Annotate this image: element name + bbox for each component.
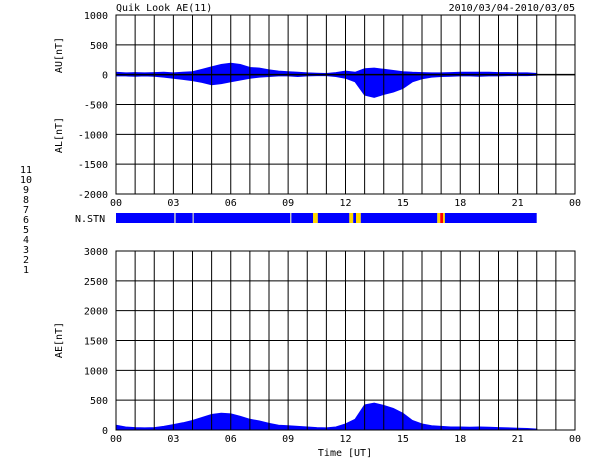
station-panel-label: N.STN xyxy=(75,214,105,225)
date-range: 2010/03/04-2010/03/05 xyxy=(449,3,575,14)
ae-y-ticks: 3000 2500 2000 1500 1000 500 0 xyxy=(84,247,108,437)
ae-frame xyxy=(115,250,576,431)
y-tick-label: 2500 xyxy=(84,277,108,288)
y-tick-label: 1000 xyxy=(84,366,108,377)
au-al-grid xyxy=(116,14,575,195)
y-tick-label: -2000 xyxy=(78,190,108,201)
station-count-entry: 10 xyxy=(20,175,32,186)
series-au xyxy=(115,62,538,76)
y-tick-label: 3000 xyxy=(84,247,108,258)
ae-series-area xyxy=(115,402,538,431)
x-tick-label: 06 xyxy=(225,434,237,445)
station-segment xyxy=(175,213,193,223)
y-tick-label: 0 xyxy=(102,426,108,437)
ae-axis-label: AE[nT] xyxy=(54,322,65,358)
station-count-entry: 1 xyxy=(23,265,29,276)
x-axis-label: Time [UT] xyxy=(318,448,372,459)
station-count-entry: 3 xyxy=(23,245,29,256)
station-count-entry: 2 xyxy=(23,255,29,266)
station-segment xyxy=(353,213,357,223)
y-tick-label: 0 xyxy=(102,71,108,82)
au-al-series-area xyxy=(115,62,538,98)
x-tick-label: 15 xyxy=(397,198,409,209)
au-al-x-ticks: 00 03 06 09 12 15 18 21 00 xyxy=(110,198,581,209)
au-axis-label: AU[nT] xyxy=(54,37,65,73)
station-segment xyxy=(437,213,441,223)
station-segment xyxy=(174,213,176,223)
y-tick-label: -1500 xyxy=(78,160,108,171)
x-tick-label: 12 xyxy=(339,434,351,445)
y-tick-label: 2000 xyxy=(84,307,108,318)
station-segment xyxy=(313,213,318,223)
station-count-entry: 9 xyxy=(23,185,29,196)
series-ae xyxy=(115,402,538,431)
station-segment xyxy=(192,213,194,223)
y-tick-label: 1000 xyxy=(84,11,108,22)
x-tick-label: 09 xyxy=(282,198,294,209)
x-tick-label: 06 xyxy=(225,198,237,209)
al-axis-label: AL[nT] xyxy=(54,117,65,153)
chart-title: Quik Look AE(11) xyxy=(116,3,212,14)
station-panel: N.STN xyxy=(75,213,537,225)
y-tick-label: -1000 xyxy=(78,130,108,141)
x-tick-label: 21 xyxy=(512,434,524,445)
x-tick-label: 18 xyxy=(454,434,466,445)
station-segment xyxy=(443,213,445,223)
station-bar xyxy=(116,213,537,223)
y-tick-label: 1500 xyxy=(84,337,108,348)
series-al xyxy=(115,74,538,98)
station-count-entry: 6 xyxy=(23,215,29,226)
ae-panel: 3000 2500 2000 1500 1000 500 0 00 03 06 09 12 15 18 2… xyxy=(54,247,581,459)
au-al-y-ticks: 1000 500 0 -500 -1000 -1500 -2000 xyxy=(78,11,108,201)
y-tick-label: 500 xyxy=(90,396,108,407)
y-tick-label: 500 xyxy=(90,41,108,52)
x-tick-label: 21 xyxy=(512,198,524,209)
station-count-entry: 5 xyxy=(23,225,29,236)
x-tick-label: 00 xyxy=(569,198,581,209)
au-al-panel: 1000 500 0 -500 -1000 -1500 -2000 00 03 06 09 12 15… xyxy=(54,11,581,209)
station-segment xyxy=(193,213,290,223)
station-count-entry: 8 xyxy=(23,195,29,206)
station-segment xyxy=(444,213,537,223)
ae-x-ticks: 00 03 06 09 12 15 18 21 00 xyxy=(110,434,581,445)
x-tick-label: 09 xyxy=(282,434,294,445)
station-segment xyxy=(116,213,175,223)
x-tick-label: 18 xyxy=(454,198,466,209)
x-tick-label: 00 xyxy=(110,198,122,209)
x-tick-label: 00 xyxy=(569,434,581,445)
station-segment xyxy=(290,213,292,223)
x-tick-label: 03 xyxy=(167,434,179,445)
x-tick-label: 03 xyxy=(167,198,179,209)
station-segment xyxy=(356,213,361,223)
station-count-entry: 4 xyxy=(23,235,29,246)
station-count-entry: 7 xyxy=(23,205,29,216)
au-al-frame xyxy=(115,14,576,195)
y-tick-label: -500 xyxy=(84,101,108,112)
station-segment xyxy=(440,213,444,223)
x-tick-label: 12 xyxy=(339,198,351,209)
station-segment xyxy=(360,213,438,223)
station-segment xyxy=(349,213,354,223)
x-tick-label: 15 xyxy=(397,434,409,445)
station-count-entry: 11 xyxy=(20,165,32,176)
x-tick-label: 00 xyxy=(110,434,122,445)
station-segment xyxy=(317,213,350,223)
ae-grid xyxy=(116,250,575,431)
station-segment xyxy=(291,213,313,223)
